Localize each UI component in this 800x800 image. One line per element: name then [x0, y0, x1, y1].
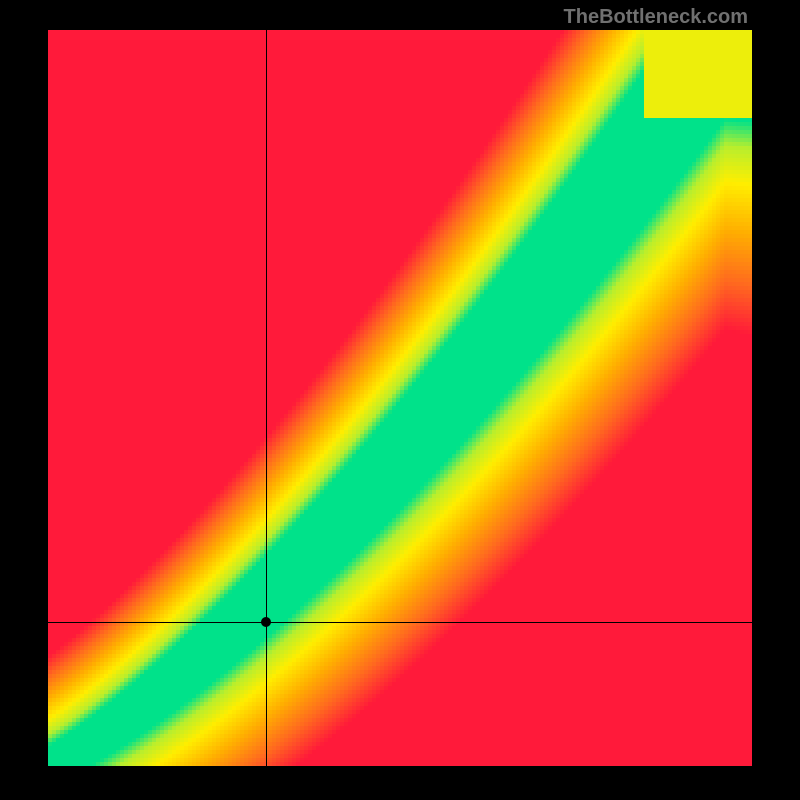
- plot-area: [48, 30, 752, 766]
- chart-container: TheBottleneck.com: [0, 0, 800, 800]
- marker-dot: [261, 617, 271, 627]
- crosshair-horizontal: [48, 622, 752, 623]
- heatmap-canvas: [48, 30, 752, 766]
- crosshair-vertical: [266, 30, 267, 766]
- watermark-text: TheBottleneck.com: [564, 6, 748, 29]
